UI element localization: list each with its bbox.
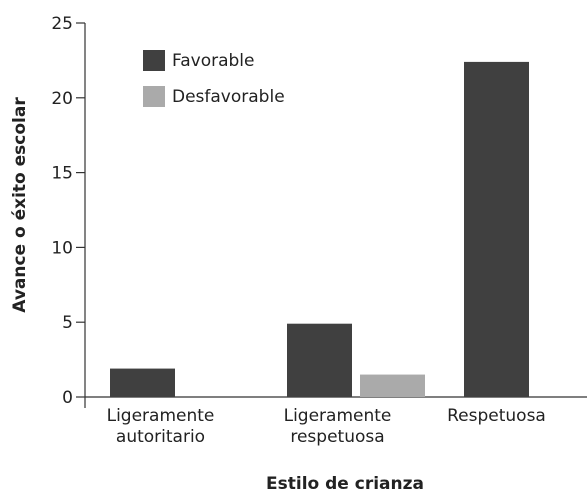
- legend-label: Favorable: [172, 51, 254, 71]
- x-tick-label: Respetuosa: [447, 406, 546, 426]
- bar: [464, 61, 529, 398]
- y-tick-label: 0: [62, 388, 73, 408]
- x-tick-label: Ligeramente autoritario: [106, 406, 215, 447]
- y-axis-label: Avance o éxito escolar: [10, 97, 30, 313]
- bar: [110, 368, 175, 397]
- x-tick-label: Ligeramente respetuosa: [283, 406, 392, 447]
- y-tick-label: 25: [51, 14, 73, 34]
- bar: [287, 323, 352, 397]
- x-axis-label: Estilo de crianza: [266, 474, 424, 493]
- legend-label: Desfavorable: [172, 87, 285, 107]
- y-tick-label: 10: [51, 238, 73, 258]
- y-tick-label: 5: [62, 313, 73, 333]
- legend-swatch: [143, 86, 165, 107]
- y-tick-label: 20: [51, 89, 73, 109]
- bar: [360, 374, 425, 397]
- legend-swatch: [143, 50, 165, 71]
- y-tick-label: 15: [51, 164, 73, 184]
